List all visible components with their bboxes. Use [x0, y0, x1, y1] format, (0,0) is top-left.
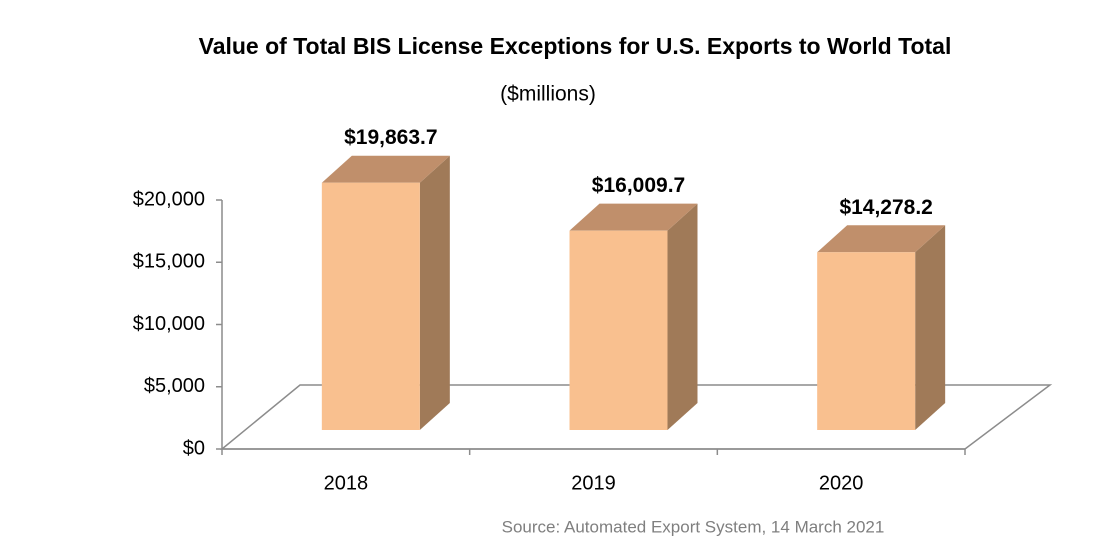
value-label: $16,009.7 [592, 174, 685, 197]
y-tick-label: $0 [183, 437, 205, 459]
bar-top [321, 155, 450, 183]
source-note: Source: Automated Export System, 14 Marc… [502, 517, 885, 536]
y-tick-label: $10,000 [133, 313, 205, 335]
value-label: $19,863.7 [344, 126, 437, 149]
y-tick-label: $5,000 [144, 375, 205, 397]
bar-side [667, 203, 698, 430]
chart-title: Value of Total BIS License Exceptions fo… [199, 33, 952, 59]
y-tick-label: $15,000 [133, 251, 205, 273]
bar-side [419, 155, 450, 430]
x-tick-label: 2018 [324, 472, 369, 494]
bar-top [569, 203, 698, 231]
chart-subtitle: ($millions) [500, 83, 596, 106]
bar [569, 230, 668, 430]
x-tick-label: 2019 [571, 472, 616, 494]
value-label: $14,278.2 [839, 196, 932, 219]
bar [817, 252, 916, 430]
x-tick-label: 2020 [819, 472, 864, 494]
bar-side [915, 225, 946, 430]
bar-top [817, 225, 946, 253]
bar [321, 182, 420, 430]
y-tick-label: $20,000 [133, 188, 205, 210]
